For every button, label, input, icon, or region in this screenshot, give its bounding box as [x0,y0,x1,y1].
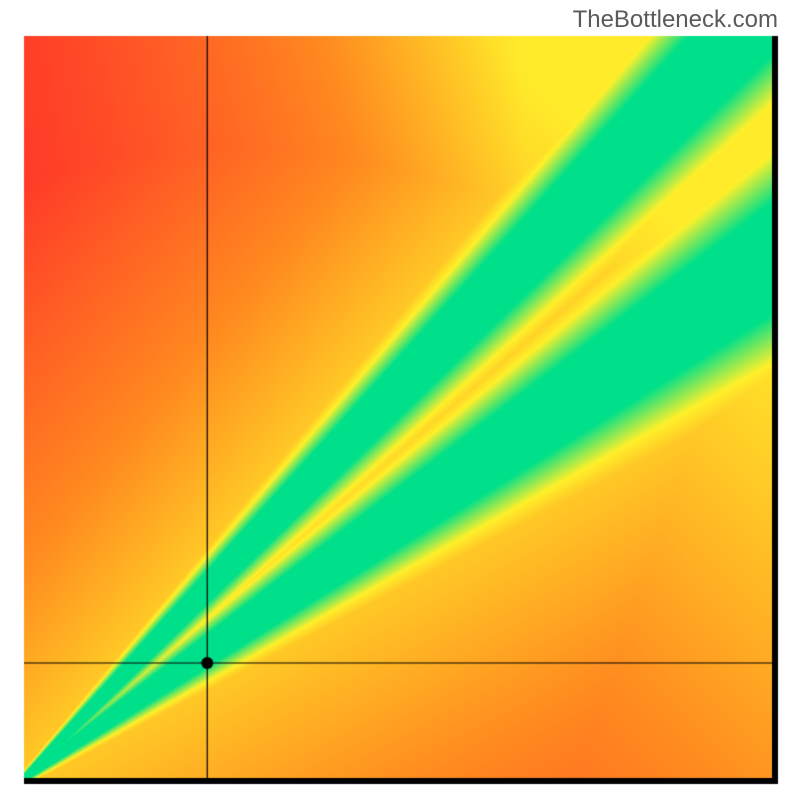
heatmap-canvas [0,0,800,800]
attribution-text: TheBottleneck.com [573,6,778,34]
chart-container: TheBottleneck.com [0,0,800,800]
